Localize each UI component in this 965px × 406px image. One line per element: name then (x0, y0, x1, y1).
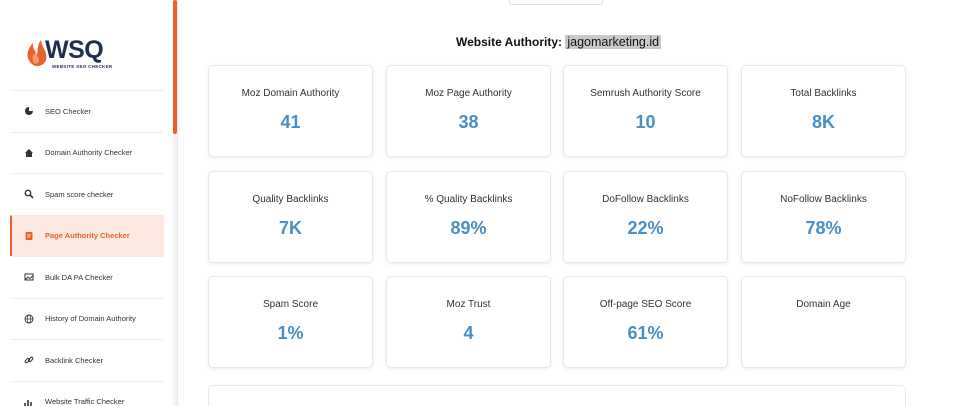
metric-value: 38 (458, 112, 479, 132)
sidebar-item-label: Page Authority Checker (45, 231, 130, 241)
domain-name: jagomarketing.id (565, 35, 662, 49)
metric-card-spam-score: Spam Score 1% (208, 276, 373, 368)
sidebar-item-history-of-domain-authority[interactable]: History of Domain Authority (10, 297, 164, 340)
sidebar-item-label: History of Domain Authority (45, 314, 136, 324)
wsq-logo[interactable] (22, 34, 132, 74)
page-title-label: Website Authority: (456, 35, 563, 49)
metric-value: 7K (278, 218, 302, 238)
metric-value: 1% (277, 323, 304, 343)
logo-wordmark: WSQ (45, 36, 104, 64)
metric-value: 78% (805, 218, 842, 238)
metric-card-quality-backlinks: Quality Backlinks 7K (208, 171, 373, 263)
metric-title: NoFollow Backlinks (780, 194, 867, 205)
metric-value: 89% (450, 218, 487, 238)
metric-value: 8K (811, 112, 835, 132)
flame-icon (27, 40, 47, 67)
globe-icon (23, 313, 35, 325)
metric-value: 4 (463, 323, 474, 343)
sidebar-item-spam-score-checker[interactable]: Spam score checker (10, 173, 164, 215)
link-icon (23, 354, 35, 366)
metric-card-dofollow-backlinks: DoFollow Backlinks 22% (563, 171, 728, 263)
sidebar-item-page-authority-checker[interactable]: Page Authority Checker (10, 214, 164, 256)
metric-card-total-backlinks: Total Backlinks 8K (741, 65, 906, 157)
metric-title: Moz Page Authority (425, 88, 512, 99)
sidebar-scrollbar-track[interactable] (173, 0, 177, 406)
sidebar-item-backlink-checker[interactable]: Backlink Checker (10, 339, 164, 381)
metric-card-moz-page-authority: Moz Page Authority 38 (386, 65, 551, 157)
home-icon (23, 147, 35, 159)
metric-card-domain-age: Domain Age (741, 276, 906, 368)
page-title: Website Authority: jagomarketing.id (456, 35, 662, 49)
metric-value: 41 (280, 112, 301, 132)
sidebar-item-seo-checker[interactable]: SEO Checker (10, 90, 164, 132)
metric-value: 10 (635, 112, 656, 132)
sidebar-item-domain-authority-checker[interactable]: Domain Authority Checker (10, 131, 164, 174)
metric-title: Moz Trust (446, 299, 491, 310)
bottom-panel (208, 385, 906, 406)
metric-title: Semrush Authority Score (590, 88, 701, 99)
metric-title: Off-page SEO Score (599, 299, 692, 310)
sidebar-item-label: SEO Checker (45, 106, 91, 116)
sidebar-item-bulk-da-pa-checker[interactable]: Bulk DA PA Checker (10, 256, 164, 298)
pie-chart-icon (23, 105, 35, 117)
sidebar-item-label: Bulk DA PA Checker (45, 272, 113, 282)
metric-title: DoFollow Backlinks (602, 194, 689, 205)
metric-value: 22% (627, 218, 664, 238)
logo-tagline: WEBSITE SEO CHECKER (52, 64, 113, 69)
metric-card-moz-domain-authority: Moz Domain Authority 41 (208, 65, 373, 157)
metric-title: Spam Score (262, 299, 319, 310)
sidebar-item-website-traffic-checker[interactable]: Website Traffic Checker (10, 380, 164, 406)
metric-card-semrush-authority-score: Semrush Authority Score 10 (563, 65, 728, 157)
metric-title: % Quality Backlinks (424, 194, 513, 205)
metric-title: Domain Age (796, 299, 851, 310)
sidebar-scrollbar-thumb[interactable] (173, 0, 177, 134)
metric-value: 61% (627, 323, 664, 343)
metric-title: Quality Backlinks (252, 194, 329, 205)
sidebar-item-label: Backlink Checker (45, 355, 103, 365)
sidebar-item-label: Spam score checker (45, 189, 114, 199)
sidebar-nav: SEO Checker Domain Authority Checker Spa… (10, 90, 164, 406)
sidebar-item-label: Domain Authority Checker (45, 148, 133, 158)
chart-icon (23, 396, 35, 406)
document-icon (23, 230, 35, 242)
metric-title: Total Backlinks (790, 88, 857, 99)
search-icon (23, 188, 35, 200)
metric-card-moz-trust: Moz Trust 4 (386, 276, 551, 368)
metric-card-nofollow-backlinks: NoFollow Backlinks 78% (741, 171, 906, 263)
metric-card-off-page-seo-score: Off-page SEO Score 61% (563, 276, 728, 368)
sidebar: WSQ WEBSITE SEO CHECKER SEO Checker Doma… (0, 0, 178, 406)
metric-title: Moz Domain Authority (241, 88, 340, 99)
top-tab[interactable] (509, 0, 603, 5)
image-stack-icon (23, 271, 35, 283)
metric-card-percent-quality-backlinks: % Quality Backlinks 89% (386, 171, 551, 263)
sidebar-item-label: Website Traffic Checker (45, 397, 125, 406)
